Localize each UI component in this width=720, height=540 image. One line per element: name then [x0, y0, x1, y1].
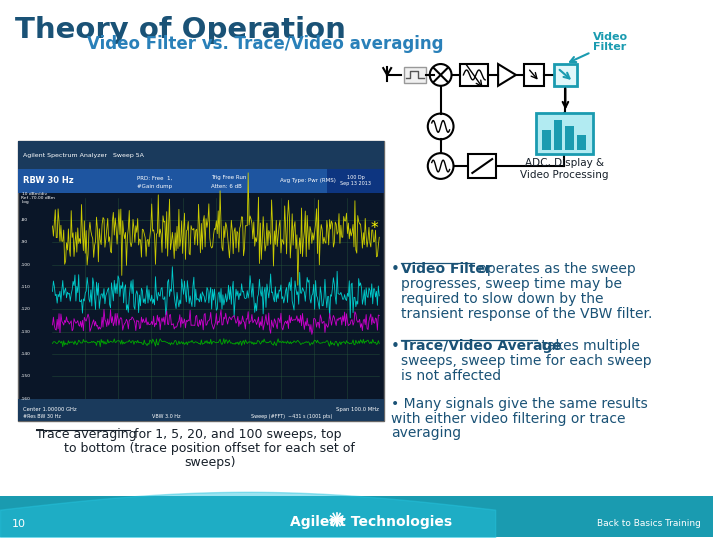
Text: operates as the sweep: operates as the sweep [474, 262, 636, 276]
Text: Video: Video [593, 32, 629, 42]
Text: for 1, 5, 20, and 100 sweeps, top: for 1, 5, 20, and 100 sweeps, top [130, 428, 341, 441]
Bar [18, 141, 384, 421]
Bar [18, 141, 384, 169]
Bar [554, 64, 577, 86]
Text: Filter: Filter [593, 42, 626, 52]
Bar [0, 496, 713, 537]
Bar [554, 120, 562, 150]
Text: Video Filter vs. Trace/Video averaging: Video Filter vs. Trace/Video averaging [87, 35, 444, 53]
Text: 10: 10 [12, 518, 26, 529]
Bar [541, 130, 551, 150]
Text: RBW 30 Hz: RBW 30 Hz [23, 177, 73, 185]
Bar [461, 64, 488, 86]
Text: -110: -110 [21, 285, 31, 289]
Text: *: * [371, 221, 378, 237]
Text: -100: -100 [21, 263, 31, 267]
Text: #Gain dump: #Gain dump [137, 184, 172, 190]
Text: to bottom (trace position offset for each set of: to bottom (trace position offset for eac… [65, 442, 356, 455]
Text: •: • [391, 262, 405, 277]
Text: Sweep (#FFT)  ~431 s (1001 pts): Sweep (#FFT) ~431 s (1001 pts) [251, 414, 332, 419]
Text: Trace/Video Average: Trace/Video Average [401, 339, 562, 353]
Text: Trig Free Run: Trig Free Run [211, 176, 246, 180]
Text: -120: -120 [21, 307, 31, 312]
Text: is not affected: is not affected [401, 369, 501, 383]
Bar [524, 64, 544, 86]
Text: PRD: Free  1,: PRD: Free 1, [137, 176, 172, 180]
Text: Video Filter: Video Filter [401, 262, 492, 276]
Text: with either video filtering or trace: with either video filtering or trace [391, 411, 626, 426]
Text: 10 dBm/div: 10 dBm/div [22, 192, 47, 195]
Text: Avg Type: Pwr (RMS): Avg Type: Pwr (RMS) [280, 178, 336, 184]
Bar [327, 169, 384, 193]
Text: Back to Basics Training: Back to Basics Training [597, 519, 701, 528]
Text: Atten: 6 dB: Atten: 6 dB [211, 184, 242, 190]
Text: -130: -130 [21, 330, 31, 334]
Text: progresses, sweep time may be: progresses, sweep time may be [401, 277, 622, 291]
Text: required to slow down by the: required to slow down by the [401, 292, 603, 306]
Text: -160: -160 [21, 397, 31, 401]
Text: Trace averaging: Trace averaging [36, 428, 136, 441]
Bar [18, 399, 384, 421]
Text: sweeps, sweep time for each sweep: sweeps, sweep time for each sweep [401, 354, 652, 368]
Text: -90: -90 [21, 240, 28, 245]
Text: 100 Dp
Sep 13 2013: 100 Dp Sep 13 2013 [340, 176, 371, 186]
Bar [536, 112, 593, 154]
Text: VBW 3.0 Hz: VBW 3.0 Hz [151, 414, 180, 419]
Text: takes multiple: takes multiple [536, 339, 639, 353]
Text: • Many signals give the same results: • Many signals give the same results [391, 397, 648, 411]
Text: -140: -140 [21, 352, 31, 356]
Text: Span 100.0 MHz: Span 100.0 MHz [336, 407, 379, 412]
Bar [404, 67, 426, 83]
Text: -80: -80 [21, 218, 28, 222]
Text: averaging: averaging [391, 427, 462, 441]
Text: Ref -70.00 dBm: Ref -70.00 dBm [21, 195, 55, 200]
Bar [565, 126, 575, 150]
Text: transient response of the VBW filter.: transient response of the VBW filter. [401, 307, 652, 321]
Text: #Res BW 30 Hz: #Res BW 30 Hz [23, 414, 60, 419]
Text: ADC, Display &
Video Processing: ADC, Display & Video Processing [520, 158, 608, 180]
Text: •: • [391, 339, 405, 354]
Bar [18, 169, 384, 193]
Text: Theory of Operation: Theory of Operation [15, 16, 346, 44]
Text: -150: -150 [21, 374, 31, 379]
Bar [577, 136, 586, 150]
Text: Log: Log [22, 200, 30, 204]
Text: sweeps): sweeps) [184, 456, 235, 469]
Text: Agilent Spectrum Analyzer   Sweep 5A: Agilent Spectrum Analyzer Sweep 5A [23, 153, 144, 158]
Text: Center 1.00000 GHz: Center 1.00000 GHz [23, 407, 76, 412]
Text: Agilent Technologies: Agilent Technologies [290, 515, 452, 529]
Bar [469, 154, 496, 178]
